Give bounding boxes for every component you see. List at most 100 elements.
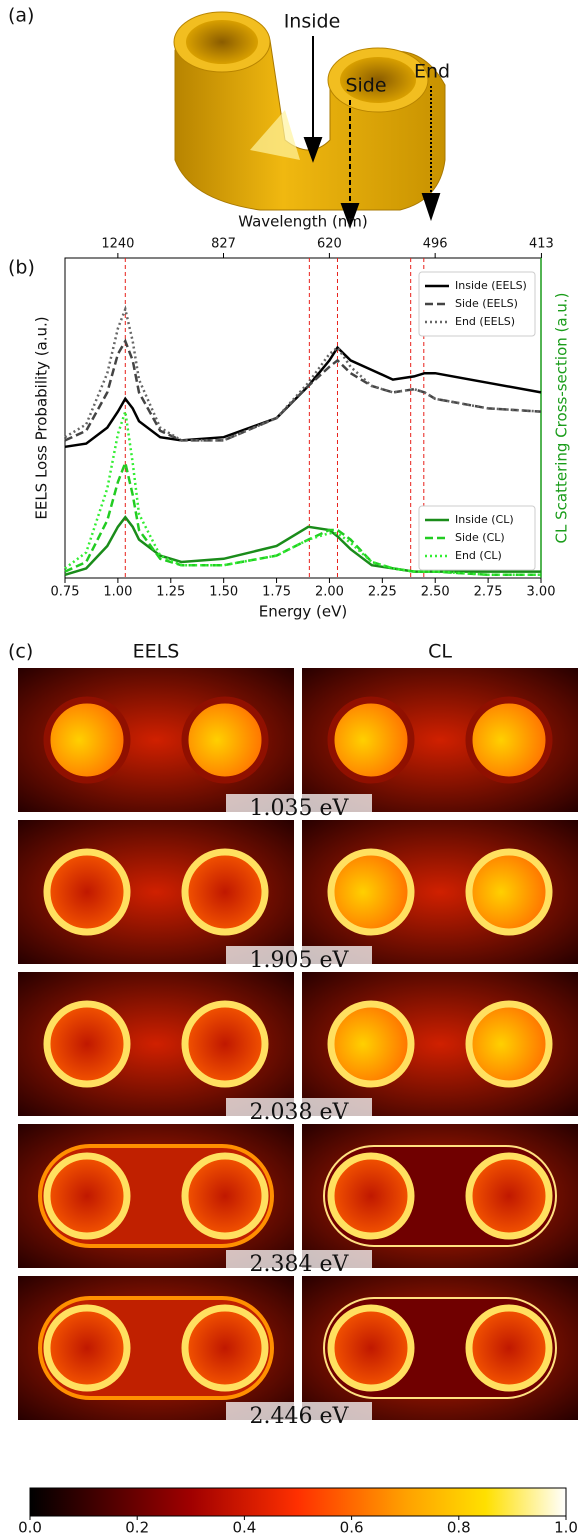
x-axis-title: Energy (eV) <box>259 603 347 621</box>
heatmap-disk <box>47 1308 127 1388</box>
colorbar-tick-label: 0.6 <box>340 1519 364 1537</box>
heatmap-disk <box>469 852 549 932</box>
heatmap-ring <box>43 696 131 784</box>
heatmap-disk <box>469 1004 549 1084</box>
heatmap-disk <box>331 1308 411 1388</box>
annotation: Side <box>345 75 386 97</box>
series-line <box>64 304 542 442</box>
heatmap-disk <box>331 852 411 932</box>
arrows <box>303 36 441 229</box>
legend-label: End (EELS) <box>455 315 515 328</box>
heatmap-ring <box>327 1304 415 1392</box>
legend-box <box>418 505 536 571</box>
energy-label-bg <box>226 1402 372 1430</box>
annotation: Inside <box>284 11 341 33</box>
panel-label: (a) <box>8 5 34 27</box>
heatmap-ring <box>465 848 553 936</box>
x-tick-label: 1.75 <box>262 585 291 600</box>
y-axis-title: EELS Loss Probability (a.u.) <box>33 316 51 519</box>
x2-tick-label: 1240 <box>101 237 134 252</box>
colorbar-ticks: 0.0 0.2 0.4 0.6 0.8 1.0 <box>18 1516 578 1537</box>
heatmap-disk <box>469 1156 549 1236</box>
energy-label: 1.905 eV <box>250 948 350 973</box>
heatmap-disk <box>185 1004 265 1084</box>
heatmap-ring <box>327 1000 415 1088</box>
x2-tick-label: 827 <box>211 237 236 252</box>
heatmap-ring <box>43 1152 131 1240</box>
heatmap-ring <box>43 848 131 936</box>
heatmap-disk <box>47 1004 127 1084</box>
x-tick-label: 1.50 <box>209 585 238 600</box>
legend-label: Side (EELS) <box>455 297 518 310</box>
column-title: EELS <box>133 641 180 663</box>
energy-label-bg <box>226 794 372 822</box>
y2-axis-title: CL Scattering Cross-section (a.u.) <box>553 293 571 544</box>
x-tick-label: 0.75 <box>51 585 80 600</box>
heatmap-disk <box>47 1156 127 1236</box>
legend-label: Side (CL) <box>455 531 505 544</box>
heatmap-disk <box>185 1308 265 1388</box>
heatmap-ring <box>181 1000 269 1088</box>
line-chart: 0.75 1.00 1.25 1.50 1.75 2.00 2.25 2.50 2.75 3.00… <box>33 213 571 621</box>
energy-label-bg <box>226 1250 372 1278</box>
x-tick-label: 2.50 <box>421 585 450 600</box>
heatmap-ring <box>327 1152 415 1240</box>
heatmap-disk <box>331 1004 411 1084</box>
colorbar-tick-label: 0.2 <box>125 1519 149 1537</box>
heatmaps: 1.035 eV 1.905 eV 2.038 eV 2.384 eV 2.446 eV <box>18 668 578 1430</box>
heatmap-disk <box>185 852 265 932</box>
heatmap-disk <box>469 700 549 780</box>
annotation: End <box>414 61 450 83</box>
colorbar-tick-label: 0.4 <box>232 1519 256 1537</box>
legend-label: End (CL) <box>455 549 502 562</box>
x-tick-label: 2.00 <box>315 585 344 600</box>
heatmap-disk <box>331 1156 411 1236</box>
energy-label: 1.035 eV <box>250 796 350 821</box>
energy-label: 2.384 eV <box>250 1252 350 1277</box>
heatmap-ring <box>465 1304 553 1392</box>
heatmap-ring <box>181 848 269 936</box>
energy-label: 2.446 eV <box>250 1404 350 1429</box>
heatmap-ring <box>181 1152 269 1240</box>
heatmap-disk <box>47 852 127 932</box>
x-tick-label: 3.00 <box>527 585 556 600</box>
legend-box <box>418 271 536 337</box>
series-line <box>64 411 541 577</box>
x-tick-label: 1.25 <box>156 585 185 600</box>
x2-tick-label: 620 <box>317 237 342 252</box>
series-line <box>64 458 541 577</box>
column-title: CL <box>428 641 452 663</box>
x-tick-label: 1.00 <box>103 585 132 600</box>
panel-label: (c) <box>8 641 33 663</box>
heatmap-ring <box>327 848 415 936</box>
x2-tick-label: 413 <box>529 237 554 252</box>
heatmap-disk <box>47 700 127 780</box>
colorbar-tick-label: 0.8 <box>447 1519 471 1537</box>
heatmap-ring <box>327 696 415 784</box>
heatmap-ring <box>181 1304 269 1392</box>
colorbar-tick-label: 1.0 <box>554 1519 578 1537</box>
x-tick-label: 2.75 <box>474 585 503 600</box>
heatmap-ring <box>465 696 553 784</box>
panel-label: (b) <box>8 257 35 279</box>
heatmap-disk <box>331 700 411 780</box>
colorbar <box>29 1487 567 1517</box>
series-line <box>64 338 542 442</box>
nanostructure <box>173 11 446 211</box>
heatmap-disk <box>185 1156 265 1236</box>
heatmap-ring <box>181 696 269 784</box>
energy-label-bg <box>226 1098 372 1126</box>
heatmap-ring <box>43 1000 131 1088</box>
heatmap-ring <box>43 1304 131 1392</box>
legend-label: Inside (CL) <box>455 513 514 526</box>
legend-label: Inside (EELS) <box>455 279 527 292</box>
x2-tick-label: 496 <box>423 237 448 252</box>
heatmap-disk <box>185 700 265 780</box>
x2-axis-title: Wavelength (nm) <box>238 213 368 231</box>
heatmap-ring <box>465 1000 553 1088</box>
colorbar-tick-label: 0.0 <box>18 1519 42 1537</box>
energy-label: 2.038 eV <box>250 1100 350 1125</box>
heatmap-disk <box>469 1308 549 1388</box>
